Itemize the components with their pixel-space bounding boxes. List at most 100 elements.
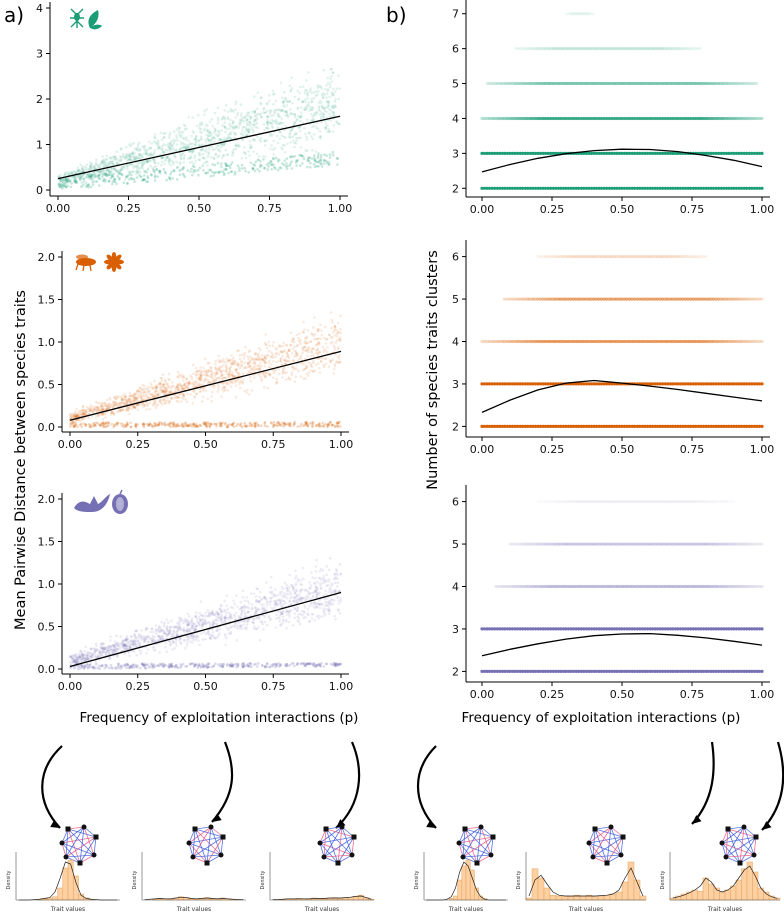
data-point: [289, 112, 293, 115]
data-point: [89, 407, 93, 411]
data-point: [307, 374, 310, 377]
data-point: [99, 165, 102, 169]
data-point: [336, 608, 340, 611]
data-point: [275, 108, 279, 112]
data-point: [124, 423, 127, 427]
data-point: [134, 155, 137, 158]
data-point: [152, 152, 155, 156]
data-point: [247, 123, 251, 127]
data-point: [165, 389, 168, 393]
data-point: [243, 389, 246, 393]
data-point: [160, 138, 164, 141]
data-point: [232, 599, 235, 603]
data-point: [126, 409, 130, 413]
data-point: [274, 118, 278, 122]
data-point: [172, 146, 175, 150]
data-point: [103, 647, 107, 650]
data-point: [183, 145, 187, 149]
data-point: [224, 643, 227, 647]
data-point: [316, 86, 320, 89]
data-point: [129, 421, 132, 425]
data-point: [163, 401, 167, 405]
data-point: [106, 405, 110, 409]
data-point: [331, 602, 335, 606]
data-point: [181, 145, 185, 148]
data-point: [334, 97, 337, 101]
data-point: [304, 342, 308, 345]
data-point: [82, 177, 86, 180]
data-point: [295, 351, 298, 355]
data-point: [213, 163, 217, 167]
data-point: [242, 623, 246, 626]
data-point: [213, 147, 216, 151]
data-point: [133, 156, 137, 160]
data-point: [181, 619, 185, 622]
data-point: [143, 145, 146, 148]
data-point: [268, 374, 272, 377]
data-point: [274, 626, 278, 629]
data-point: [303, 98, 307, 101]
data-point: [274, 355, 278, 359]
data-point: [325, 564, 329, 568]
data-point: [298, 97, 301, 101]
data-point: [316, 362, 320, 366]
data-point: [195, 617, 199, 621]
data-point: [288, 100, 291, 103]
data-point: [182, 393, 185, 397]
data-point: [145, 652, 148, 655]
plot-panel-3: 0.00 0.25 0.50 0.75 1.000.00.51.01.52.0: [38, 493, 353, 693]
data-point: [285, 111, 289, 114]
data-point: [223, 109, 226, 112]
data-point: [198, 166, 202, 170]
data-point: [189, 156, 192, 160]
data-point: [101, 155, 104, 158]
data-point: [135, 629, 138, 633]
data-point: [162, 631, 165, 635]
data-point: [262, 603, 265, 606]
data-point: [308, 619, 311, 623]
data-point: [327, 104, 330, 108]
data-point: [214, 623, 218, 626]
data-point: [151, 630, 155, 634]
data-point: [250, 607, 254, 610]
data-point: [107, 423, 110, 427]
data-point: [244, 345, 247, 349]
data-point: [301, 566, 305, 570]
data-point: [120, 168, 124, 171]
data-point: [337, 599, 340, 602]
data-point: [263, 420, 267, 424]
data-point: [336, 163, 339, 166]
data-point: [218, 130, 221, 133]
data-point: [148, 407, 152, 411]
data-point: [234, 147, 238, 151]
data-point: [216, 134, 220, 137]
data-point: [232, 148, 235, 151]
data-point: [139, 386, 142, 390]
data-point: [287, 620, 291, 624]
data-point: [246, 130, 250, 133]
data-point: [267, 365, 271, 369]
data-point: [190, 167, 193, 171]
data-point: [240, 359, 243, 363]
data-point: [214, 359, 217, 363]
data-point: [121, 643, 125, 646]
data-points: [68, 556, 343, 671]
data-point: [315, 111, 319, 115]
data-point: [107, 180, 111, 183]
data-point: [331, 106, 334, 109]
data-point: [109, 635, 112, 638]
data-point: [281, 615, 285, 618]
data-point: [275, 120, 279, 124]
data-point: [220, 138, 224, 142]
data-point: [275, 381, 279, 385]
data-point: [80, 417, 84, 421]
data-point: [192, 383, 195, 386]
data-point: [264, 597, 267, 600]
data-point: [112, 155, 116, 159]
data-point: [249, 364, 253, 368]
data-point: [285, 99, 289, 103]
data-point: [235, 124, 239, 128]
data-point: [308, 581, 312, 584]
data-point: [204, 373, 208, 377]
data-point: [316, 93, 319, 96]
